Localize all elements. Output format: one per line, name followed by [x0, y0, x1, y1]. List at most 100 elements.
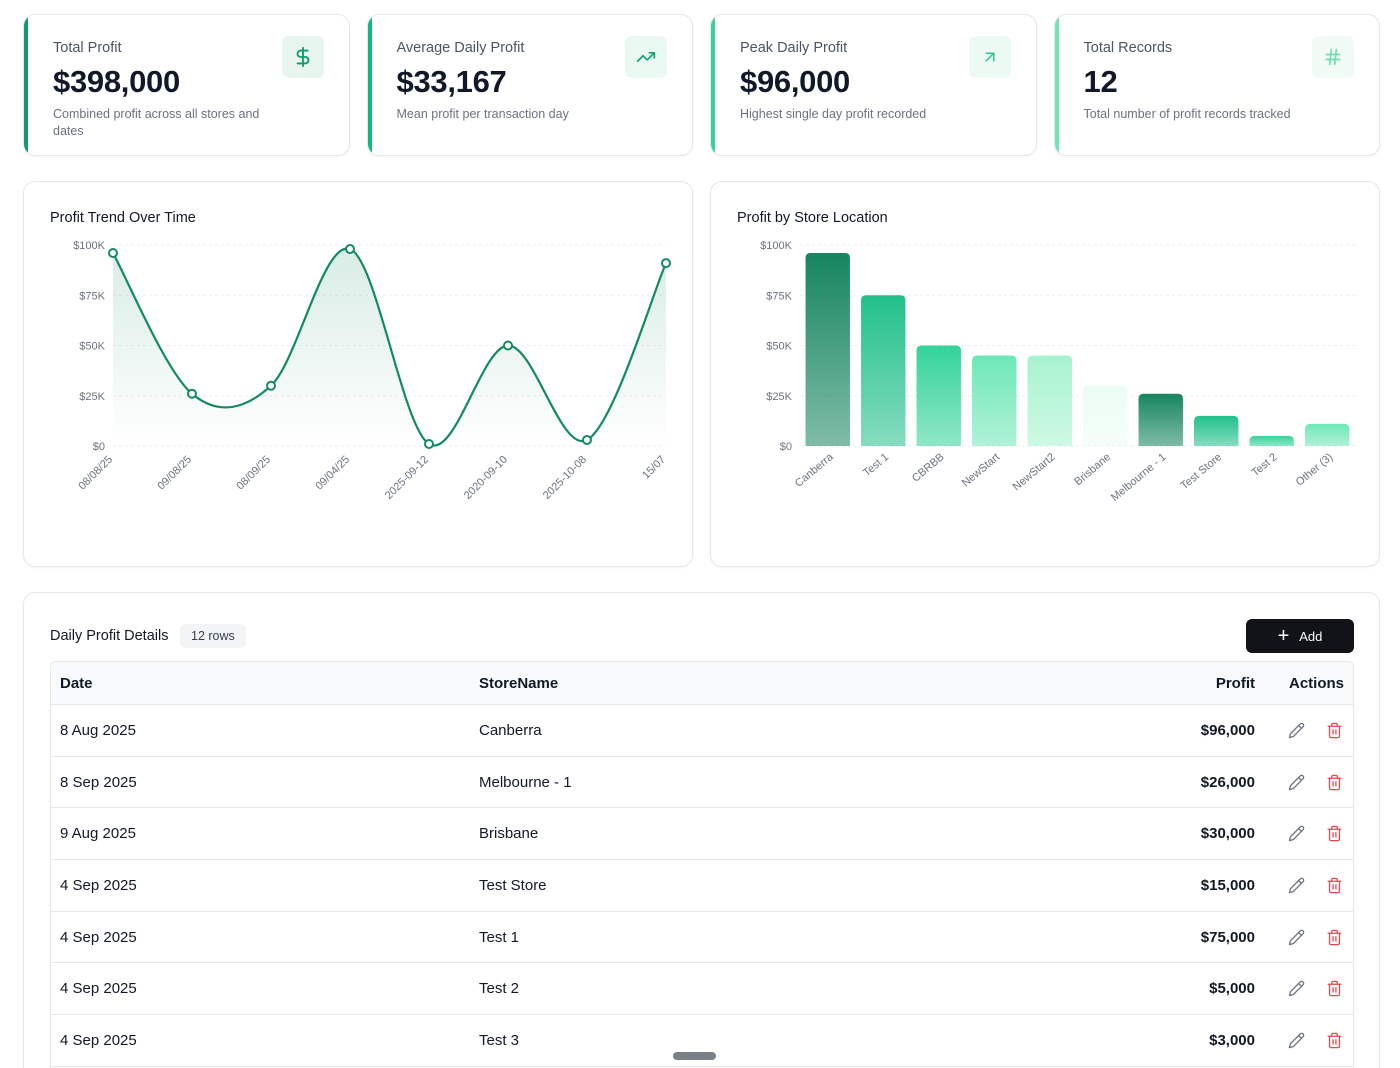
table-row: 4 Sep 2025 Test Store $15,000	[51, 860, 1353, 912]
y-tick-label: $50K	[766, 341, 792, 353]
kpi-label: Total Profit	[53, 40, 122, 56]
edit-icon[interactable]	[1287, 824, 1306, 843]
y-tick-label: $100K	[73, 240, 105, 252]
bar	[1305, 423, 1350, 446]
kpi-accent-bar	[24, 15, 28, 155]
x-tick-label: Test 2	[1249, 451, 1279, 479]
cell-store: Test 3	[479, 1031, 520, 1049]
x-tick-label: Test Store	[1179, 451, 1225, 492]
cell-actions	[1255, 1031, 1353, 1050]
edit-icon[interactable]	[1287, 773, 1306, 792]
y-tick-label: $100K	[760, 240, 792, 252]
hash-icon	[1312, 36, 1354, 78]
cell-store: Melbourne - 1	[479, 773, 572, 791]
table-body: 8 Aug 2025 Canberra $96,000 8 Sep 2025 Melbo…	[51, 705, 1353, 1068]
bar	[1249, 435, 1294, 446]
delete-icon[interactable]	[1325, 979, 1344, 998]
column-header-actions: Actions	[1288, 674, 1344, 692]
profit-trend-card: Profit Trend Over Time $0 $25K $50K $75K $10…	[23, 181, 693, 567]
kpi-card-average-daily-profit: Average Daily Profit $33,167 Mean profit…	[366, 14, 693, 156]
x-tick-label: Test 1	[861, 451, 891, 479]
delete-icon[interactable]	[1325, 928, 1344, 947]
bar	[1027, 355, 1072, 446]
y-tick-label: $50K	[79, 341, 105, 353]
table-row: 4 Sep 2025 Test 3 $3,000	[51, 1015, 1353, 1067]
y-tick-label: $25K	[766, 391, 792, 403]
delete-icon[interactable]	[1325, 876, 1344, 895]
cell-profit: $3,000	[1209, 1031, 1255, 1049]
edit-icon[interactable]	[1287, 876, 1306, 895]
cell-date: 4 Sep 2025	[60, 928, 137, 946]
x-tick-label: 2020-09-10	[462, 454, 510, 502]
cell-actions	[1255, 928, 1353, 947]
x-tick-label: 09/08/25	[155, 454, 194, 493]
add-button-label: Add	[1299, 628, 1323, 644]
plus-icon: +	[1277, 625, 1290, 647]
profit-by-store-chart: $0 $25K $50K $75K $100K Canberra Test 1 CBRBB Ne…	[760, 240, 1355, 504]
x-tick-label: Melbourne - 1	[1109, 451, 1169, 504]
bar	[861, 295, 906, 446]
chart-title: Profit by Store Location	[737, 210, 888, 226]
trending-up-icon	[625, 36, 667, 78]
delete-icon[interactable]	[1325, 824, 1344, 843]
data-point	[266, 380, 276, 391]
data-point	[345, 244, 355, 255]
delete-icon[interactable]	[1325, 721, 1344, 740]
edit-icon[interactable]	[1287, 979, 1306, 998]
delete-icon[interactable]	[1325, 1031, 1344, 1050]
kpi-label: Peak Daily Profit	[740, 40, 848, 56]
bar	[805, 253, 850, 446]
cell-actions	[1255, 824, 1353, 843]
x-tick-label: 08/08/25	[76, 454, 115, 493]
bar	[916, 345, 961, 446]
table-row: 9 Aug 2025 Brisbane $30,000	[51, 808, 1353, 861]
bar	[1083, 385, 1128, 446]
cell-date: 8 Aug 2025	[60, 721, 136, 739]
edit-icon[interactable]	[1287, 928, 1306, 947]
cell-profit: $5,000	[1209, 980, 1255, 998]
x-tick-label: Other (3)	[1294, 451, 1335, 488]
x-tick-label: 2025-09-12	[383, 454, 431, 502]
bar	[1194, 415, 1239, 446]
cell-profit: $26,000	[1200, 773, 1255, 791]
x-tick-label: 09/04/25	[313, 454, 352, 493]
column-header-profit[interactable]: Profit	[1215, 674, 1255, 692]
x-tick-label: NewStart	[960, 451, 1002, 489]
table-row: 4 Sep 2025 Test 2 $5,000	[51, 963, 1353, 1016]
column-header-date[interactable]: Date	[60, 674, 93, 692]
add-button[interactable]: + Add	[1246, 619, 1354, 653]
cell-date: 4 Sep 2025	[60, 876, 137, 894]
column-header-store[interactable]: StoreName	[479, 674, 559, 692]
scroll-handle[interactable]	[673, 1052, 716, 1060]
table-title: Daily Profit Details	[50, 628, 169, 644]
delete-icon[interactable]	[1325, 773, 1344, 792]
cell-store: Brisbane	[479, 825, 539, 843]
x-tick-label: 08/09/25	[234, 454, 273, 493]
kpi-card-peak-daily-profit: Peak Daily Profit $96,000 Highest single…	[710, 14, 1037, 156]
table-row: 4 Sep 2025 Test 1 $75,000	[51, 912, 1353, 964]
edit-icon[interactable]	[1287, 721, 1306, 740]
kpi-accent-bar	[1054, 15, 1059, 155]
cell-date: 9 Aug 2025	[60, 825, 136, 843]
kpi-description: Combined profit across all stores and da…	[53, 107, 260, 138]
y-tick-label: $75K	[79, 290, 105, 302]
daily-profit-table-card: Daily Profit Details 12 rows + Add Date …	[23, 592, 1380, 1068]
table-header: Date StoreName Profit Actions	[51, 662, 1353, 705]
cell-actions	[1255, 979, 1353, 998]
kpi-value: $96,000	[740, 64, 850, 99]
cell-actions	[1255, 773, 1353, 792]
kpi-value: $398,000	[53, 64, 180, 99]
x-tick-label: 2025-10-08	[541, 454, 589, 502]
y-tick-label: $75K	[766, 290, 792, 302]
kpi-row: Total Profit $398,000 Combined profit ac…	[23, 14, 1380, 156]
cell-date: 8 Sep 2025	[60, 773, 137, 791]
kpi-accent-bar	[367, 15, 372, 155]
cell-store: Test Store	[479, 876, 547, 894]
table-row: 8 Aug 2025 Canberra $96,000	[51, 705, 1353, 757]
kpi-value: $33,167	[396, 64, 507, 99]
profit-table: Date StoreName Profit Actions 8 Aug 2025…	[50, 661, 1354, 1068]
arrow-up-right-icon	[968, 36, 1011, 78]
kpi-description: Total number of profit records tracked	[1083, 107, 1291, 121]
y-tick-label: $0	[93, 441, 105, 453]
edit-icon[interactable]	[1287, 1031, 1306, 1050]
